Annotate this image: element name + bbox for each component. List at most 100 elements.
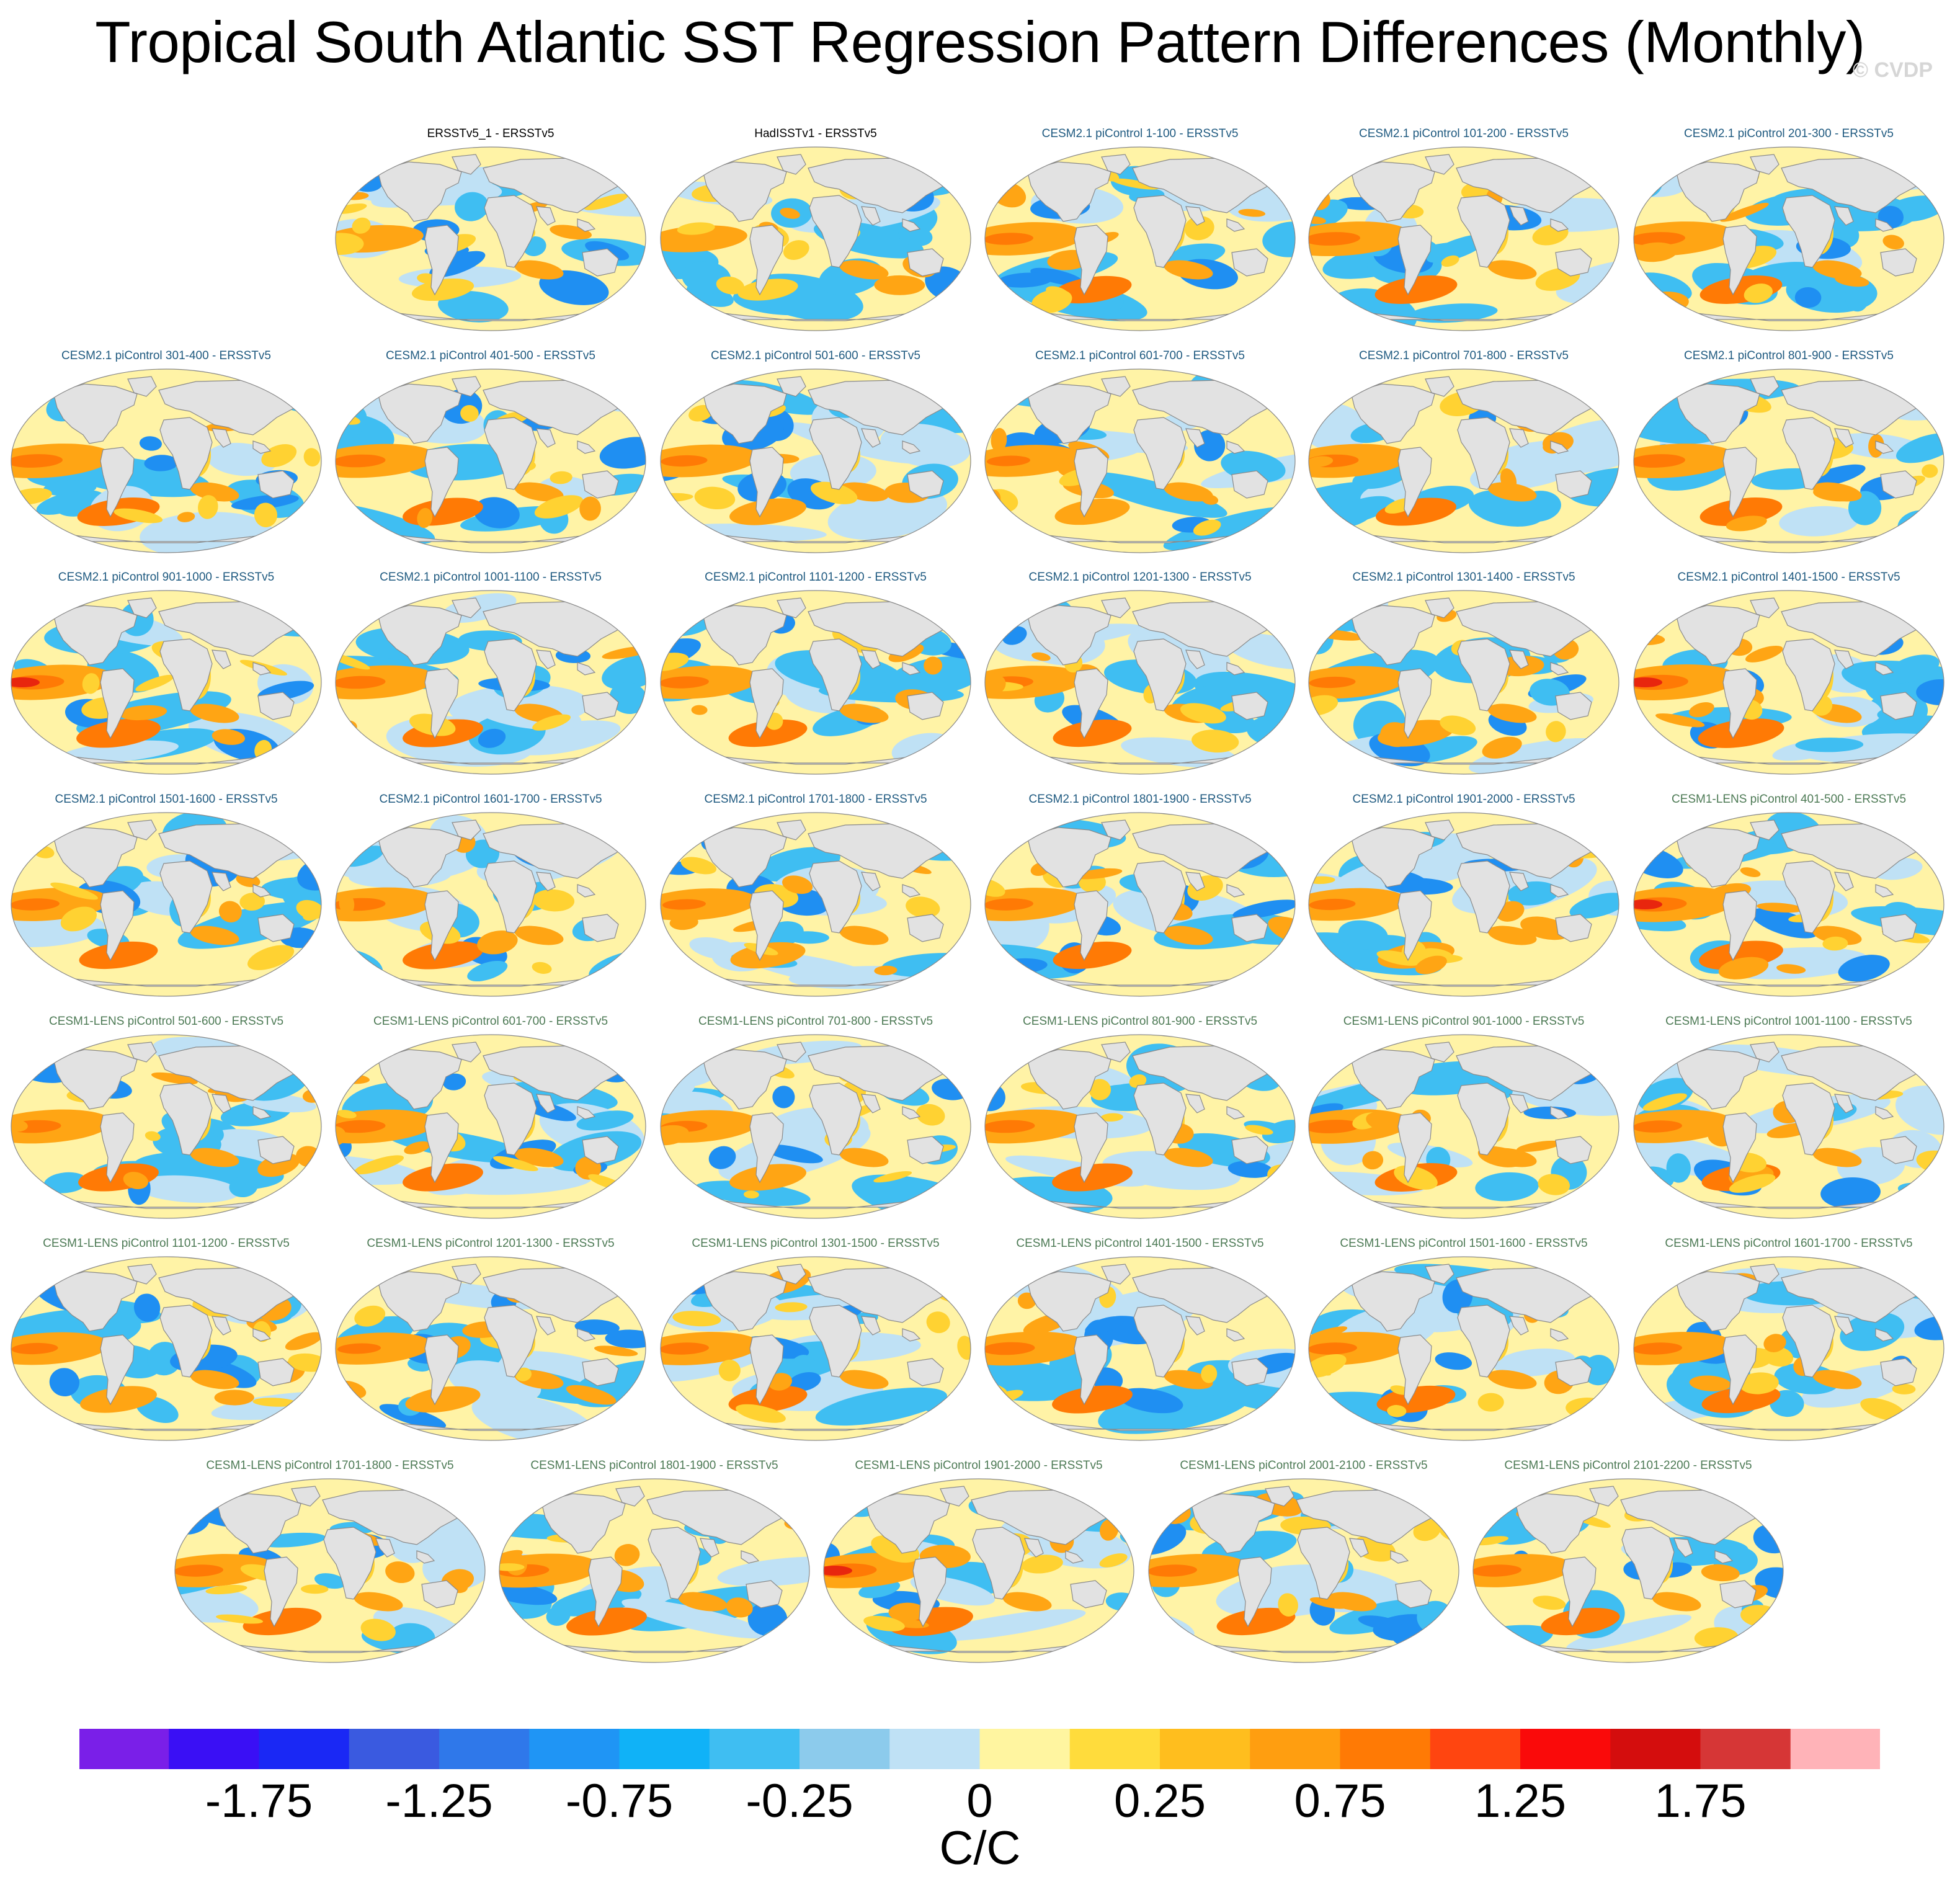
land-mass — [1875, 884, 1894, 898]
map-panel: CESM1-LENS piControl 901-1000 - ERSSTv5 — [1303, 1015, 1625, 1226]
sst-anomaly-region — [1822, 936, 1848, 951]
sst-anomaly-region — [1245, 1125, 1273, 1135]
land-mass — [902, 218, 921, 232]
map-border — [984, 590, 1296, 775]
sst-anomaly-region — [337, 1343, 381, 1354]
colorbar-swatch — [169, 1728, 259, 1770]
sst-anomaly-region — [408, 1532, 485, 1552]
land-mass — [1001, 750, 1282, 765]
land-mass — [1185, 872, 1205, 891]
sst-difference-map — [984, 590, 1296, 775]
land-mass — [1027, 605, 1111, 666]
land-mass — [1880, 1136, 1917, 1164]
sst-anomaly-region — [1264, 172, 1286, 184]
sst-anomaly-region — [79, 941, 158, 970]
land-mass — [452, 1264, 481, 1285]
sst-anomaly-region — [764, 1144, 823, 1164]
sst-anomaly-region — [661, 1125, 689, 1146]
land-mass — [1185, 1094, 1205, 1113]
sst-anomaly-region — [1192, 729, 1239, 753]
sst-anomaly-region — [1634, 1120, 1682, 1133]
map-border — [1148, 1478, 1459, 1663]
sst-anomaly-region — [1053, 275, 1132, 304]
sst-anomaly-region — [839, 926, 889, 945]
land-mass — [702, 605, 787, 666]
map-panel-title: CESM2.1 piControl 1901-2000 - ERSSTv5 — [1352, 793, 1575, 806]
land-mass — [1722, 668, 1757, 739]
map-panel: CESM2.1 piControl 1601-1700 - ERSSTv5 — [329, 793, 652, 1004]
land-mass — [1133, 1305, 1187, 1378]
land-mass — [1185, 428, 1205, 448]
sst-anomaly-region — [718, 1359, 741, 1381]
map-border — [1633, 146, 1944, 331]
land-mass — [536, 1094, 556, 1113]
map-border — [1308, 1256, 1619, 1441]
sst-anomaly-region — [1701, 1564, 1740, 1582]
sst-anomaly-region — [190, 703, 239, 723]
sst-anomaly-region — [499, 1550, 523, 1564]
map-panel-title: CESM2.1 piControl 1801-1900 - ERSSTv5 — [1028, 793, 1252, 806]
sst-anomaly-region — [1744, 283, 1773, 303]
land-mass — [1782, 195, 1835, 268]
sst-anomaly-region — [190, 482, 239, 502]
map-panel: CESM1-LENS piControl 601-700 - ERSSTv5 — [329, 1015, 652, 1226]
sst-anomaly-region — [1338, 920, 1388, 950]
sst-difference-map — [499, 1478, 810, 1663]
land-mass — [257, 1358, 295, 1386]
sst-anomaly-region — [1089, 1079, 1111, 1100]
sst-anomaly-region — [1588, 1059, 1610, 1072]
sst-anomaly-region — [584, 194, 628, 210]
land-mass — [907, 914, 944, 942]
land-mass — [1101, 819, 1131, 841]
land-mass — [902, 662, 921, 676]
land-mass — [1750, 376, 1780, 397]
sst-anomaly-region — [1380, 722, 1412, 747]
sst-difference-map — [1472, 1478, 1784, 1663]
land-mass — [1425, 154, 1454, 175]
sst-anomaly-region — [478, 728, 506, 748]
sst-anomaly-region — [467, 960, 508, 982]
sst-anomaly-region — [615, 837, 637, 850]
sst-anomaly-region — [1541, 1607, 1620, 1636]
sst-anomaly-region — [1053, 719, 1132, 747]
sst-anomaly-region — [1642, 1093, 1687, 1111]
sst-difference-map — [335, 368, 646, 553]
sst-anomaly-region — [1366, 1112, 1399, 1132]
sst-anomaly-region — [1482, 736, 1522, 759]
land-mass — [1133, 638, 1187, 712]
map-panel: CESM1-LENS piControl 2001-2100 - ERSSTv5 — [1143, 1459, 1465, 1670]
sst-difference-map — [660, 368, 971, 553]
map-panel-title: CESM1-LENS piControl 2101-2200 - ERSSTv5 — [1504, 1459, 1752, 1472]
sst-anomaly-region — [515, 1367, 532, 1381]
land-mass — [1226, 884, 1245, 898]
land-mass — [615, 1486, 645, 1507]
map-panel: CESM2.1 piControl 101-200 - ERSSTv5 — [1303, 127, 1625, 338]
sst-anomaly-region — [1845, 283, 1869, 312]
sst-anomaly-region — [1652, 1592, 1701, 1612]
map-panel: CESM2.1 piControl 1301-1400 - ERSSTv5 — [1303, 571, 1625, 782]
land-mass — [1425, 376, 1454, 397]
sst-anomaly-region — [1164, 926, 1213, 945]
land-mass — [1350, 605, 1435, 666]
map-panel-title: CESM2.1 piControl 701-800 - ERSSTv5 — [1359, 349, 1569, 362]
sst-anomaly-region — [80, 1386, 157, 1413]
land-mass — [1509, 872, 1529, 891]
sst-anomaly-region — [1634, 1342, 1682, 1355]
sst-anomaly-region — [1085, 1316, 1125, 1334]
sst-anomaly-region — [135, 674, 174, 692]
land-mass — [1101, 1264, 1131, 1285]
land-mass — [1719, 1580, 1757, 1608]
land-mass — [484, 1305, 537, 1378]
land-mass — [1397, 225, 1432, 296]
sst-anomaly-region — [218, 901, 242, 922]
land-mass — [677, 529, 958, 543]
map-panel-title: CESM1-LENS piControl 1701-1800 - ERSSTv5 — [206, 1459, 454, 1472]
sst-anomaly-region — [43, 1172, 87, 1193]
sst-difference-map — [1633, 146, 1944, 331]
sst-anomaly-region — [1180, 703, 1226, 724]
sst-anomaly-region — [300, 1584, 329, 1594]
sst-anomaly-region — [1441, 255, 1459, 267]
land-mass — [1880, 1358, 1917, 1386]
sst-difference-map — [984, 812, 1296, 997]
land-mass — [252, 662, 272, 676]
